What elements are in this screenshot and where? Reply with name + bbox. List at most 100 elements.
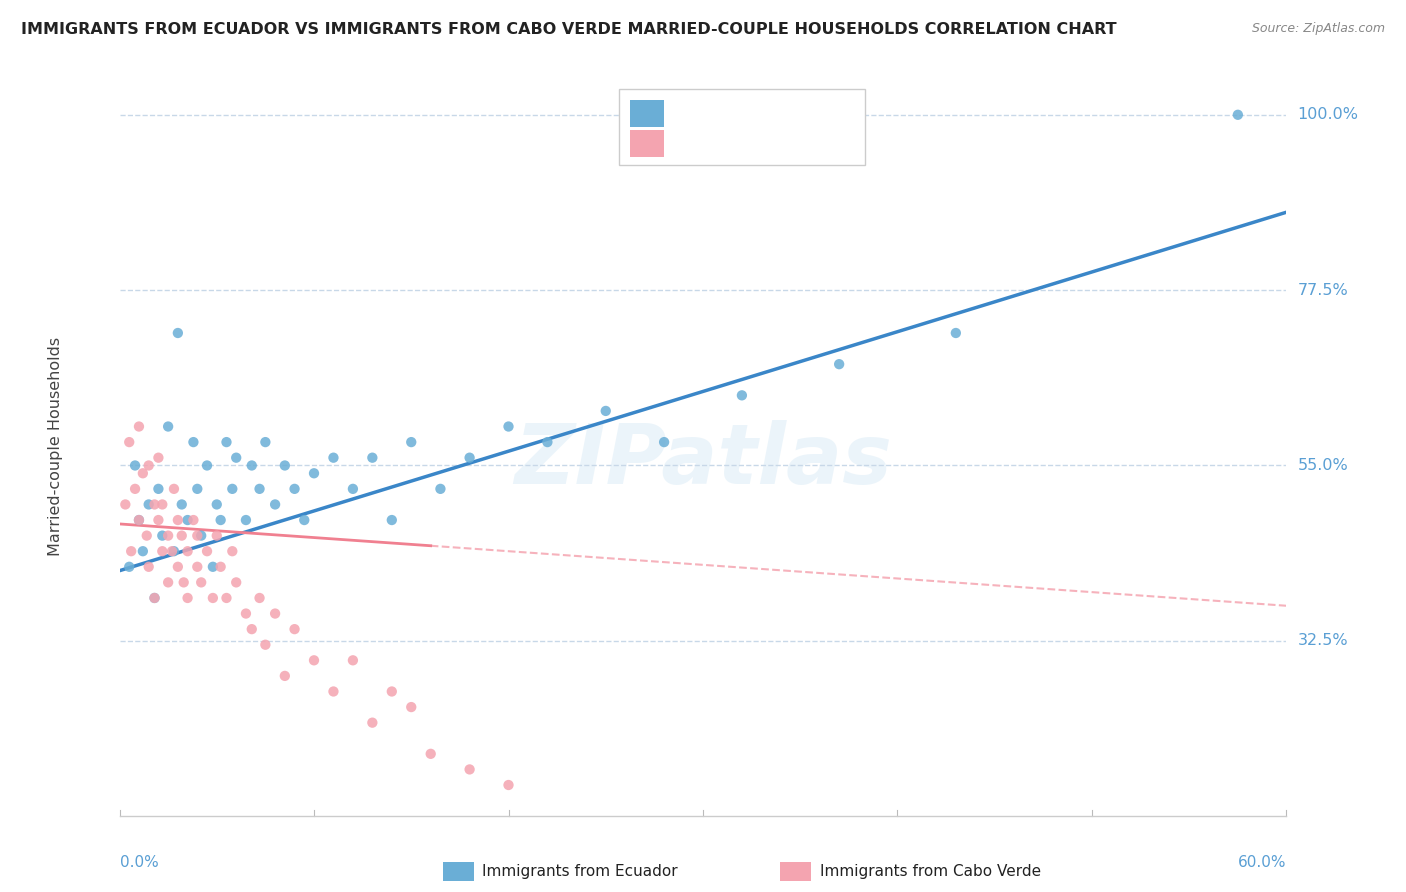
Point	[163, 482, 186, 496]
Point	[292, 513, 315, 527]
Text: 100.0%: 100.0%	[1298, 107, 1358, 122]
Point	[235, 607, 257, 621]
Text: IMMIGRANTS FROM ECUADOR VS IMMIGRANTS FROM CABO VERDE MARRIED-COUPLE HOUSEHOLDS : IMMIGRANTS FROM ECUADOR VS IMMIGRANTS FR…	[21, 22, 1116, 37]
Point	[361, 715, 384, 730]
Point	[498, 778, 520, 792]
Point	[114, 498, 136, 512]
Point	[945, 326, 967, 340]
Point	[215, 591, 238, 605]
Point	[595, 404, 617, 418]
Point	[163, 544, 186, 558]
Point	[429, 482, 451, 496]
Point	[195, 458, 218, 473]
Point	[249, 482, 271, 496]
Point	[148, 450, 170, 465]
Point	[166, 559, 188, 574]
Point	[173, 575, 195, 590]
Point	[132, 544, 155, 558]
Point	[148, 513, 170, 527]
Point	[401, 700, 423, 714]
Point	[322, 450, 344, 465]
Text: 32.5%: 32.5%	[1298, 633, 1348, 648]
Point	[205, 498, 228, 512]
Point	[124, 482, 146, 496]
Point	[157, 575, 180, 590]
Point	[381, 684, 404, 698]
Point	[143, 591, 166, 605]
Text: 0.0%: 0.0%	[120, 855, 159, 870]
Point	[186, 528, 208, 542]
Point	[419, 747, 441, 761]
Text: Source: ZipAtlas.com: Source: ZipAtlas.com	[1251, 22, 1385, 36]
Point	[128, 419, 150, 434]
Text: 55.0%: 55.0%	[1298, 458, 1348, 473]
Point	[128, 513, 150, 527]
Point	[225, 450, 247, 465]
Point	[249, 591, 271, 605]
Point	[221, 482, 243, 496]
Point	[652, 435, 675, 450]
Point	[274, 669, 297, 683]
Point	[176, 513, 198, 527]
Point	[120, 544, 142, 558]
Point	[401, 435, 423, 450]
Point	[254, 435, 277, 450]
Point	[150, 498, 173, 512]
Point	[138, 498, 160, 512]
Text: Married-couple Households: Married-couple Households	[48, 336, 63, 556]
Point	[157, 528, 180, 542]
Point	[458, 763, 481, 777]
Point	[138, 458, 160, 473]
Point	[166, 513, 188, 527]
Point	[118, 559, 141, 574]
Point	[186, 559, 208, 574]
Point	[240, 458, 263, 473]
Point	[828, 357, 851, 371]
Point	[225, 575, 247, 590]
Point	[322, 684, 344, 698]
Point	[215, 435, 238, 450]
Point	[118, 435, 141, 450]
Point	[498, 419, 520, 434]
Point	[166, 326, 188, 340]
Point	[190, 575, 212, 590]
Point	[132, 467, 155, 481]
Text: Immigrants from Ecuador: Immigrants from Ecuador	[482, 864, 678, 879]
Point	[264, 498, 287, 512]
Point	[284, 622, 307, 636]
Point	[176, 544, 198, 558]
Point	[183, 435, 205, 450]
Point	[135, 528, 157, 542]
Point	[170, 498, 193, 512]
Text: 77.5%: 77.5%	[1298, 283, 1348, 298]
Point	[536, 435, 558, 450]
Point	[195, 544, 218, 558]
Point	[201, 559, 224, 574]
Point	[458, 450, 481, 465]
Point	[342, 482, 364, 496]
Text: R =  0.678   N = 47: R = 0.678 N = 47	[675, 104, 865, 122]
Point	[235, 513, 257, 527]
Point	[302, 653, 325, 667]
Text: R = -0.177   N = 53: R = -0.177 N = 53	[675, 135, 865, 153]
Point	[381, 513, 404, 527]
Point	[170, 528, 193, 542]
Point	[143, 591, 166, 605]
Point	[209, 513, 232, 527]
Point	[1226, 108, 1249, 122]
Point	[302, 467, 325, 481]
Point	[124, 458, 146, 473]
Point	[205, 528, 228, 542]
Point	[264, 607, 287, 621]
Text: 60.0%: 60.0%	[1239, 855, 1286, 870]
Point	[138, 559, 160, 574]
Point	[128, 513, 150, 527]
Point	[731, 388, 754, 402]
Point	[160, 544, 183, 558]
Point	[190, 528, 212, 542]
Point	[240, 622, 263, 636]
Point	[209, 559, 232, 574]
Point	[150, 528, 173, 542]
Point	[254, 638, 277, 652]
Point	[201, 591, 224, 605]
